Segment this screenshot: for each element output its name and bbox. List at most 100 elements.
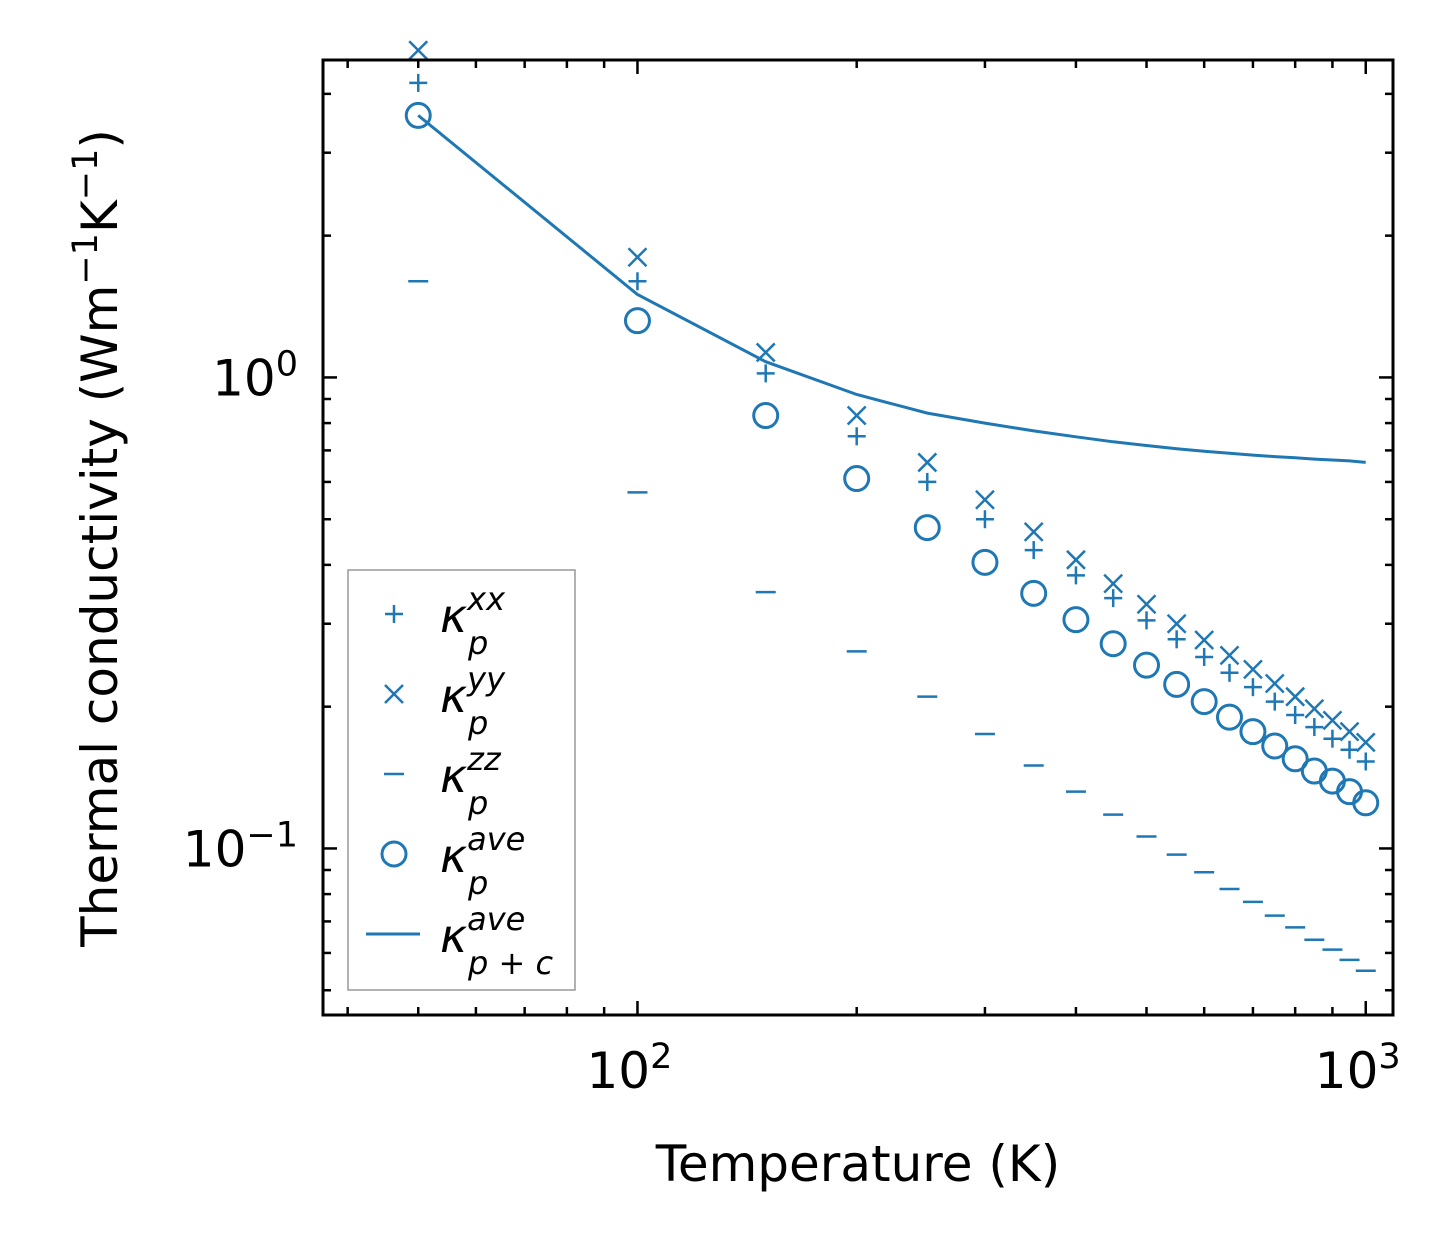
point-kyy bbox=[627, 247, 648, 268]
point-kxx bbox=[1305, 718, 1324, 737]
x-tick-label: 102 bbox=[587, 1037, 673, 1100]
series-kpc bbox=[417, 114, 1366, 464]
legend-entry-kyy: κyy p bbox=[384, 660, 506, 742]
point-kyy bbox=[1339, 721, 1360, 742]
point-kxx bbox=[1340, 740, 1359, 759]
legend-label-sub: p bbox=[467, 624, 488, 662]
point-kave bbox=[1281, 745, 1309, 773]
point-kave bbox=[752, 402, 780, 430]
point-kxx bbox=[975, 510, 994, 529]
x-tick-label-base: 10 bbox=[587, 1042, 651, 1100]
point-kave bbox=[1062, 606, 1090, 634]
point-kyy bbox=[1304, 698, 1325, 719]
point-kave bbox=[1099, 630, 1127, 658]
legend-entry-kzz: κzz p bbox=[384, 740, 502, 822]
point-kyy bbox=[1023, 521, 1044, 542]
point-kxx bbox=[1356, 752, 1375, 771]
y-axis-label: Thermal conductivity (Wm−1K−1) bbox=[66, 129, 129, 948]
point-kyy-d2 bbox=[1194, 630, 1215, 650]
point-kyy-d2 bbox=[846, 405, 867, 426]
x-tick-label: 103 bbox=[1315, 1037, 1401, 1100]
x-axis-label: Temperature (K) bbox=[655, 1135, 1060, 1193]
point-kxx bbox=[1137, 611, 1156, 630]
point-kyy-d2 bbox=[1023, 521, 1044, 542]
point-kyy bbox=[917, 452, 938, 473]
legend-entry-kave: κave p bbox=[380, 820, 525, 902]
point-kyy-d2 bbox=[1136, 594, 1157, 615]
point-kxx bbox=[1286, 706, 1305, 725]
legend-label-symbol: κ bbox=[440, 749, 467, 803]
point-kxx bbox=[847, 427, 866, 446]
legend-label-sub: p bbox=[467, 784, 488, 822]
point-kyy bbox=[846, 405, 867, 426]
legend-label: κzz p bbox=[440, 740, 502, 822]
x-tick-label-base: 10 bbox=[1315, 1042, 1379, 1100]
series-kyy bbox=[408, 40, 1376, 753]
point-kyy-d2 bbox=[1066, 549, 1086, 570]
y-tick-label-exp: −1 bbox=[246, 815, 298, 855]
point-kave bbox=[1020, 579, 1048, 607]
point-kyy bbox=[1285, 686, 1306, 707]
point-kyy-d2 bbox=[627, 247, 648, 268]
legend-label-sub: p + c bbox=[467, 944, 553, 982]
y-tick-label: 10−1 bbox=[183, 815, 298, 878]
point-kxx bbox=[1167, 630, 1186, 649]
point-kyy-d2 bbox=[975, 489, 995, 510]
legend-label-sup: yy bbox=[466, 660, 506, 698]
series-kxx bbox=[409, 73, 1375, 771]
point-kxx bbox=[1024, 541, 1043, 560]
point-kyy bbox=[1219, 645, 1240, 666]
point-kave bbox=[1163, 670, 1191, 698]
point-kave bbox=[1190, 688, 1218, 716]
legend-label-sup: zz bbox=[466, 740, 502, 778]
point-kyy-d2 bbox=[1264, 673, 1285, 694]
point-kyy-d2 bbox=[1285, 686, 1306, 707]
legend-label: κxx p bbox=[440, 580, 506, 662]
legend-entry-kxx: κxx p bbox=[385, 580, 506, 662]
point-kxx bbox=[409, 73, 428, 92]
legend-label-symbol: κ bbox=[440, 589, 467, 643]
legend-marker-kave bbox=[380, 840, 408, 868]
point-kxx bbox=[1220, 663, 1239, 682]
point-kyy-d2 bbox=[1355, 732, 1376, 753]
x-tick-label-exp: 3 bbox=[1378, 1037, 1400, 1077]
legend-label-sup: xx bbox=[466, 580, 506, 618]
legend-label-sup: ave bbox=[467, 820, 525, 858]
series-kave bbox=[404, 101, 1380, 817]
point-kyy-d2 bbox=[1243, 659, 1263, 680]
legend-label: κave p + c bbox=[440, 900, 553, 982]
series-layer bbox=[404, 40, 1380, 972]
point-kave bbox=[1261, 732, 1289, 760]
point-kyy-d2 bbox=[408, 40, 429, 61]
point-kave bbox=[971, 548, 999, 576]
legend-label-symbol: κ bbox=[440, 829, 467, 883]
point-kyy-d2 bbox=[1219, 645, 1240, 666]
x-tick-label-exp: 2 bbox=[650, 1037, 672, 1077]
point-kyy-d2 bbox=[1304, 698, 1325, 719]
legend-label-symbol: κ bbox=[440, 909, 467, 963]
legend-entry-kpc: κave p + c bbox=[366, 900, 553, 982]
point-kave bbox=[623, 307, 651, 335]
point-kyy bbox=[1264, 673, 1285, 694]
point-kyy bbox=[1103, 573, 1124, 594]
point-kyy bbox=[408, 40, 429, 61]
point-kyy-d2 bbox=[1339, 721, 1360, 742]
y-tick-label-base: 10 bbox=[212, 349, 276, 407]
legend-frame bbox=[347, 569, 576, 991]
point-kyy-d2 bbox=[917, 452, 938, 473]
plot-frame bbox=[321, 58, 1395, 1017]
legend-marker-kyy-d2 bbox=[384, 684, 404, 704]
point-kyy bbox=[975, 489, 995, 510]
legend-label-sub: p bbox=[467, 864, 488, 902]
point-kyy bbox=[1066, 549, 1086, 570]
point-kyy-d2 bbox=[1322, 710, 1343, 731]
point-kave bbox=[1215, 703, 1243, 731]
point-kyy bbox=[1136, 594, 1157, 615]
point-kyy-d2 bbox=[1103, 573, 1124, 594]
y-tick-label-base: 10 bbox=[183, 820, 247, 878]
y-tick-label-exp: 0 bbox=[276, 344, 298, 384]
series-kzz bbox=[408, 280, 1376, 972]
